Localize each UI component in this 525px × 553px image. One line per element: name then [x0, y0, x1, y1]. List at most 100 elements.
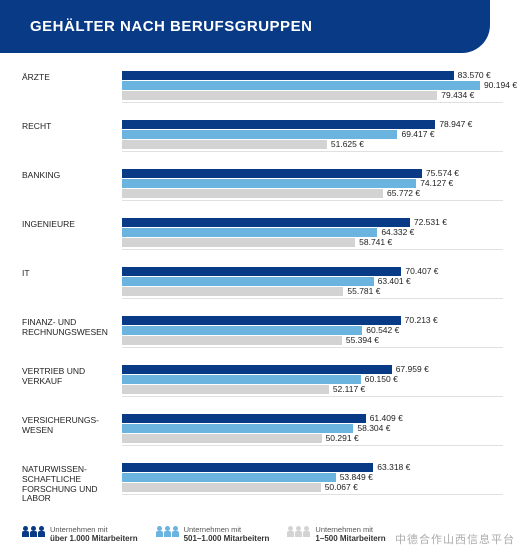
chart-row: BANKING75.574 €74.127 €65.772 €: [22, 169, 503, 207]
bar: [122, 71, 454, 80]
bars-group: 63.318 € 53.849 €50.067 €: [122, 463, 503, 504]
bar: [122, 228, 377, 237]
bar: [122, 81, 480, 90]
bar: [122, 267, 401, 276]
bars-group: 70.407 €63.401 €55.781 €: [122, 267, 503, 305]
chart-row: IT70.407 €63.401 €55.781 €: [22, 267, 503, 305]
bar: [122, 130, 397, 139]
bar: [122, 140, 327, 149]
bars-group: 70.213 € 60.542 €55.394 €: [122, 316, 503, 354]
bar: [122, 189, 383, 198]
divider: [122, 200, 503, 201]
divider: [122, 151, 503, 152]
bar-value: 90.194 €: [484, 80, 517, 90]
row-label: FINANZ- UND RECHNUNGSWESEN: [22, 316, 122, 354]
bar-value: 65.772 €: [387, 188, 420, 198]
divider: [122, 102, 503, 103]
header-title: GEHÄLTER NACH BERUFSGRUPPEN: [30, 18, 312, 35]
bar-value: 74.127 €: [420, 178, 453, 188]
bar-value: 72.531 €: [414, 217, 447, 227]
bar: [122, 336, 342, 345]
chart-row: VERSICHERUNGS-WESEN61.409 €58.304 €50.29…: [22, 414, 503, 452]
bar: [122, 424, 353, 433]
divider: [122, 396, 503, 397]
bar-value: 78.947 €: [439, 119, 472, 129]
row-label: VERSICHERUNGS-WESEN: [22, 414, 122, 452]
chart-row: ÄRZTE83.570 €90.194 €79.434 €: [22, 71, 503, 109]
bar: [122, 316, 401, 325]
bar-value: 58.304 €: [357, 423, 390, 433]
bar: [122, 179, 416, 188]
bar-value: 60.150 €: [365, 374, 398, 384]
divider: [122, 445, 503, 446]
row-label: IT: [22, 267, 122, 305]
legend-item: Unternehmen mit501–1.000 Mitarbeitern: [156, 525, 270, 543]
people-icon: [22, 525, 45, 537]
bar: [122, 434, 322, 443]
bar: [122, 385, 329, 394]
divider: [122, 347, 503, 348]
bar-value: 55.781 €: [347, 286, 380, 296]
row-label: VERTRIEB UND VERKAUF: [22, 365, 122, 403]
bars-group: 83.570 €90.194 €79.434 €: [122, 71, 503, 109]
bar: [122, 91, 437, 100]
bar: [122, 238, 355, 247]
chart-row: NATURWISSEN-SCHAFTLICHE FORSCHUNG UND LA…: [22, 463, 503, 504]
bar-value: 50.067 €: [325, 482, 358, 492]
bar: [122, 277, 374, 286]
bar: [122, 365, 392, 374]
bar-value: 55.394 €: [346, 335, 379, 345]
bar-value: 60.542 €: [366, 325, 399, 335]
bar: [122, 120, 435, 129]
bar-value: 79.434 €: [441, 90, 474, 100]
bar-value: 69.417 €: [401, 129, 434, 139]
bar-value: 53.849 €: [340, 472, 373, 482]
bar-value: 51.625 €: [331, 139, 364, 149]
chart-row: INGENIEURE72.531 €64.332 €58.741 €: [22, 218, 503, 256]
row-label: NATURWISSEN-SCHAFTLICHE FORSCHUNG UND LA…: [22, 463, 122, 504]
bar-value: 58.741 €: [359, 237, 392, 247]
divider: [122, 298, 503, 299]
bars-group: 72.531 €64.332 €58.741 €: [122, 218, 503, 256]
chart-area: ÄRZTE83.570 €90.194 €79.434 €RECHT78.947…: [0, 53, 525, 521]
legend-text: Unternehmen mit1–500 Mitarbeitern: [315, 525, 385, 543]
divider: [122, 249, 503, 250]
bar: [122, 218, 410, 227]
bars-group: 67.959 €60.150 €52.117 €: [122, 365, 503, 403]
legend-item: Unternehmen mitüber 1.000 Mitarbeitern: [22, 525, 138, 543]
bar-value: 83.570 €: [458, 70, 491, 80]
bar-value: 75.574 €: [426, 168, 459, 178]
chart-row: VERTRIEB UND VERKAUF67.959 €60.150 €52.1…: [22, 365, 503, 403]
bar: [122, 473, 336, 482]
row-label: RECHT: [22, 120, 122, 158]
bar-value: 70.407 €: [405, 266, 438, 276]
bars-group: 61.409 €58.304 €50.291 €: [122, 414, 503, 452]
bar: [122, 375, 361, 384]
bar-value: 63.401 €: [378, 276, 411, 286]
bar-value: 64.332 €: [381, 227, 414, 237]
legend-text: Unternehmen mit501–1.000 Mitarbeitern: [184, 525, 270, 543]
people-icon: [287, 525, 310, 537]
divider: [122, 494, 503, 495]
bars-group: 75.574 €74.127 €65.772 €: [122, 169, 503, 207]
row-label: ÄRZTE: [22, 71, 122, 109]
bar-value: 70.213 €: [405, 315, 438, 325]
people-icon: [156, 525, 179, 537]
bar: [122, 326, 362, 335]
legend-item: Unternehmen mit1–500 Mitarbeitern: [287, 525, 385, 543]
bar-value: 61.409 €: [370, 413, 403, 423]
bar-value: 67.959 €: [396, 364, 429, 374]
legend-text: Unternehmen mitüber 1.000 Mitarbeitern: [50, 525, 138, 543]
bar: [122, 483, 321, 492]
watermark: 中德合作山西信息平台: [395, 531, 515, 547]
bar-value: 63.318 €: [377, 462, 410, 472]
bar: [122, 463, 373, 472]
bar-value: 50.291 €: [326, 433, 359, 443]
bar: [122, 414, 366, 423]
chart-row: FINANZ- UND RECHNUNGSWESEN 70.213 € 60.542…: [22, 316, 503, 354]
bars-group: 78.947 € 69.417 € 51.625 €: [122, 120, 503, 158]
bar-value: 52.117 €: [333, 384, 365, 394]
bar: [122, 169, 422, 178]
header: GEHÄLTER NACH BERUFSGRUPPEN: [0, 0, 490, 53]
row-label: BANKING: [22, 169, 122, 207]
